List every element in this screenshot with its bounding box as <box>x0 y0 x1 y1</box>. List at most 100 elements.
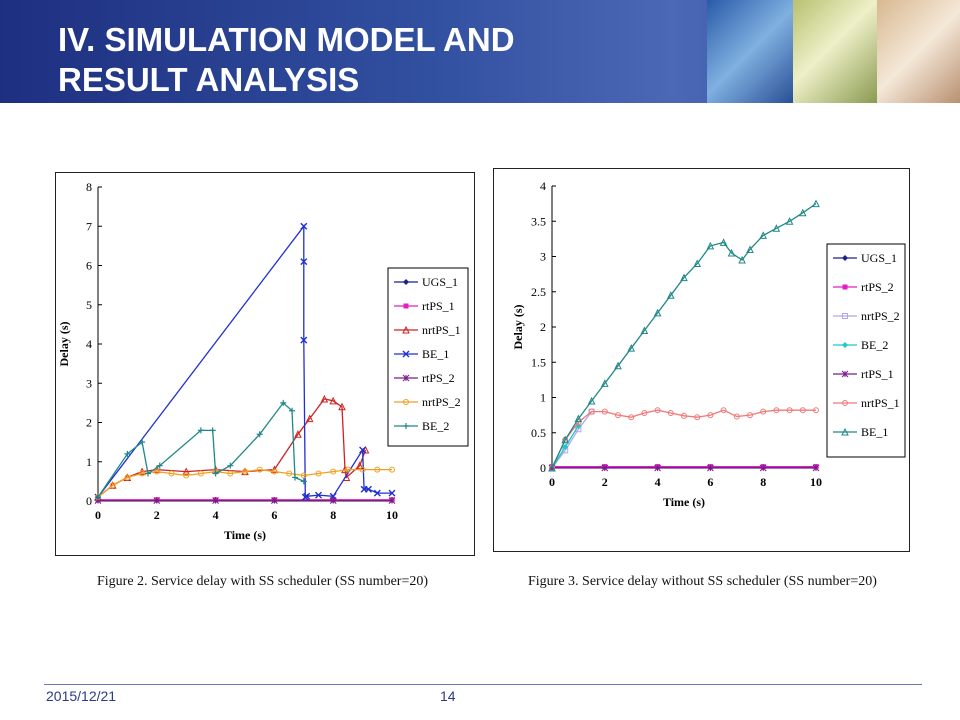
x-tick-label: 2 <box>602 475 608 489</box>
legend-marker <box>403 399 409 405</box>
data-point-rtPS_2 <box>388 497 396 504</box>
series-BE_1 <box>548 199 820 472</box>
data-point-BE_2 <box>562 443 569 450</box>
legend-entry: rtPS_1 <box>422 299 455 313</box>
figure-3-caption: Figure 3. Service delay without SS sched… <box>528 574 877 589</box>
data-point-BE_1 <box>738 255 746 264</box>
calculator-photo <box>707 0 793 103</box>
legend-marker <box>402 374 410 382</box>
data-point-nrtPS_1 <box>813 407 819 414</box>
y-tick-label: 2 <box>540 320 546 334</box>
data-point-nrtPS_1 <box>760 408 767 415</box>
data-point-BE_1 <box>315 491 322 499</box>
data-point-BE_1 <box>653 308 662 317</box>
data-point-nrtPS_2 <box>271 468 278 475</box>
footer-divider <box>44 684 922 685</box>
x-tick-label: 10 <box>386 508 398 522</box>
figure-2-svg: 0 1 2 3 4 5 6 7 8 0 2 4 6 8 10 Time (s) Delay (s) UGS_1rt… <box>55 172 475 556</box>
legend-entry: nrtPS_2 <box>861 309 900 323</box>
data-point-nrtPS_2 <box>139 470 146 477</box>
data-point-nrtPS_2 <box>197 470 204 477</box>
data-point-rtPS_1 <box>759 464 767 472</box>
data-point-nrtPS_2 <box>330 468 337 475</box>
data-point-nrtPS_2 <box>286 470 293 477</box>
data-point-nrtPS_1 <box>707 412 714 419</box>
data-point-nrtPS_1 <box>329 396 338 405</box>
x-axis-label: Time (s) <box>224 528 266 542</box>
data-point-nrtPS_1 <box>773 407 780 414</box>
data-point-BE_1 <box>364 485 372 493</box>
data-point-nrtPS_1 <box>641 410 648 417</box>
x-tick-label: 2 <box>154 508 160 522</box>
data-point-nrtPS_1 <box>615 412 621 419</box>
data-point-BE_1 <box>300 222 308 230</box>
data-point-nrtPS_1 <box>182 467 191 476</box>
data-point-BE_1 <box>785 217 794 225</box>
data-point-BE_1 <box>759 231 768 239</box>
legend-marker <box>841 427 849 436</box>
data-point-BE_1 <box>303 492 311 500</box>
data-point-BE_1 <box>627 344 636 352</box>
legend-entry: rtPS_2 <box>861 280 894 294</box>
data-point-BE_2 <box>156 462 163 469</box>
legend-entry: nrtPS_1 <box>422 323 461 337</box>
legend-marker <box>841 370 849 378</box>
data-point-nrtPS_1 <box>601 408 608 415</box>
x-tick-label: 0 <box>549 475 555 489</box>
data-point-BE_1 <box>359 446 367 454</box>
data-point-BE_1 <box>561 435 570 444</box>
legend-entry: BE_1 <box>861 425 888 439</box>
data-point-BE_2 <box>144 470 151 477</box>
data-point-BE_1 <box>812 199 820 208</box>
figure-2-chart: 0 1 2 3 4 5 6 7 8 0 2 4 6 8 10 Time (s) Delay (s) UGS_1 rt… <box>55 172 475 556</box>
legend: UGS_1 rtPS_2 nrtPS_2 BE_2 rtPS_1 nrtPS_1 BE_1 <box>826 243 906 458</box>
data-point-nrtPS_1 <box>320 394 329 403</box>
data-point-nrtPS_1 <box>694 414 701 421</box>
y-axis-label: Delay (s) <box>511 305 525 350</box>
x-tick-label: 6 <box>707 475 713 489</box>
legend-entry: BE_1 <box>422 347 449 361</box>
data-point-nrtPS_2 <box>227 470 234 477</box>
x-tick-label: 8 <box>760 475 766 489</box>
data-point-BE_2 <box>212 470 219 477</box>
y-tick-label: 4 <box>86 337 92 351</box>
data-point-BE_1 <box>727 248 736 257</box>
legend-entry: UGS_1 <box>422 275 458 289</box>
data-point-nrtPS_1 <box>681 412 687 419</box>
data-point-BE_1 <box>666 291 675 299</box>
legend-marker <box>403 423 409 429</box>
y-tick-label: 5 <box>86 298 92 312</box>
data-point-rtPS_2 <box>271 497 278 504</box>
data-point-BE_1 <box>587 396 596 405</box>
data-point-BE_1 <box>706 241 715 250</box>
data-point-nrtPS_1 <box>786 407 793 414</box>
y-tick-label: 1 <box>540 391 546 405</box>
slide-title-line2: RESULT ANALYSIS <box>58 61 360 98</box>
legend: UGS_1 rtPS_1 nrtPS_1 BE_1 rtPS_2 nrtPS_2 BE_2 <box>387 267 469 447</box>
legend-box <box>387 267 469 447</box>
data-point-nrtPS_2 <box>242 468 248 475</box>
data-point-BE_1 <box>746 245 754 253</box>
data-point-BE_1 <box>388 489 396 497</box>
series-line-nrtPS_2 <box>551 411 593 469</box>
x-tick-label: 10 <box>810 475 822 489</box>
series-line-BE_2 <box>97 401 305 498</box>
data-point-nrtPS_1 <box>628 414 635 421</box>
data-point-BE_1 <box>300 258 308 266</box>
legend-entry: rtPS_2 <box>422 371 455 385</box>
data-point-BE_1 <box>574 414 583 423</box>
legend-marker <box>402 325 410 334</box>
data-point-BE_1 <box>798 208 807 217</box>
legend-marker <box>842 284 848 290</box>
footer-date: 2015/12/21 <box>46 688 117 704</box>
legend-marker <box>842 342 848 348</box>
data-point-nrtPS_2 <box>344 466 351 473</box>
data-point-BE_2 <box>227 462 234 469</box>
data-point-nrtPS_2 <box>359 466 366 473</box>
y-tick-label: 4 <box>540 179 546 193</box>
data-point-BE_2 <box>300 478 307 485</box>
legend-marker <box>403 303 409 309</box>
data-point-BE_2 <box>289 407 296 414</box>
legend-entry: UGS_1 <box>861 251 897 265</box>
data-point-nrtPS_1 <box>733 413 740 420</box>
